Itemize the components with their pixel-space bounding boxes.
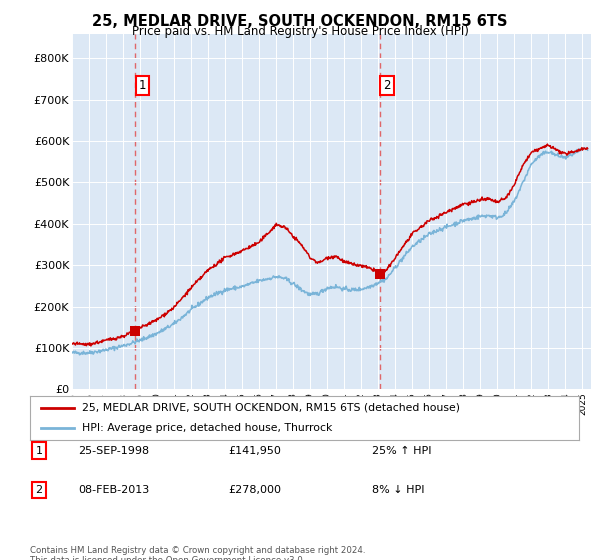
- Text: 2: 2: [35, 485, 43, 495]
- Text: £141,950: £141,950: [228, 446, 281, 456]
- Text: Price paid vs. HM Land Registry's House Price Index (HPI): Price paid vs. HM Land Registry's House …: [131, 25, 469, 38]
- Text: 25-SEP-1998: 25-SEP-1998: [78, 446, 149, 456]
- Text: 1: 1: [35, 446, 43, 456]
- Text: Contains HM Land Registry data © Crown copyright and database right 2024.
This d: Contains HM Land Registry data © Crown c…: [30, 546, 365, 560]
- Text: 08-FEB-2013: 08-FEB-2013: [78, 485, 149, 495]
- Text: 8% ↓ HPI: 8% ↓ HPI: [372, 485, 425, 495]
- Text: 2: 2: [383, 78, 391, 92]
- Text: 25, MEDLAR DRIVE, SOUTH OCKENDON, RM15 6TS: 25, MEDLAR DRIVE, SOUTH OCKENDON, RM15 6…: [92, 14, 508, 29]
- Text: 25, MEDLAR DRIVE, SOUTH OCKENDON, RM15 6TS (detached house): 25, MEDLAR DRIVE, SOUTH OCKENDON, RM15 6…: [82, 403, 460, 413]
- Text: 25% ↑ HPI: 25% ↑ HPI: [372, 446, 431, 456]
- Text: HPI: Average price, detached house, Thurrock: HPI: Average price, detached house, Thur…: [82, 423, 332, 433]
- Text: 1: 1: [139, 78, 146, 92]
- Text: £278,000: £278,000: [228, 485, 281, 495]
